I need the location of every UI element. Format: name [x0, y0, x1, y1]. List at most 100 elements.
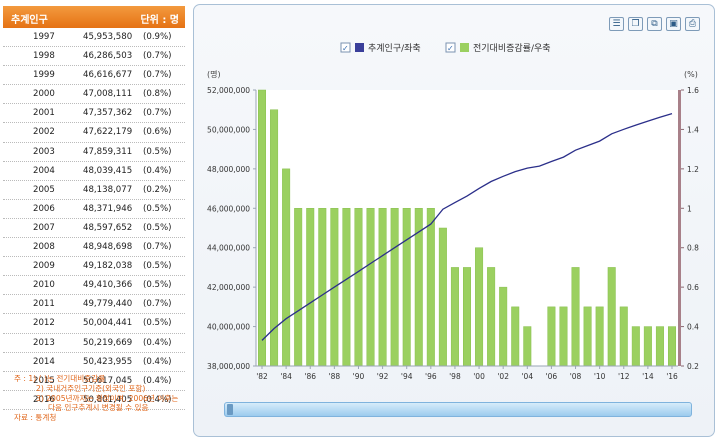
rate-cell: (0.4%) — [143, 165, 172, 176]
scroll-handle[interactable] — [227, 404, 233, 415]
bar-rate-1999 — [463, 267, 471, 367]
bar-rate-1990 — [354, 208, 363, 367]
chart-toolbar: ☰ ❐ ⧉ ▣ ⎙ — [609, 17, 700, 31]
y-right-tick-label: 0.2 — [687, 362, 699, 371]
year-cell: 2011 — [33, 299, 55, 310]
x-tick-label: '96 — [425, 372, 437, 381]
year-cell: 2010 — [33, 280, 55, 291]
rate-cell: (0.5%) — [143, 146, 172, 157]
bar-rate-2013 — [631, 326, 640, 367]
population-cell: 50,004,441 — [83, 318, 133, 329]
x-tick-label: '82 — [256, 372, 268, 381]
table-row: 2008 48,948,698 (0.7%) — [3, 238, 185, 258]
table-body: 1997 45,953,580 (0.9%) 1998 46,286,503 (0.7%)… — [3, 28, 185, 410]
bar-rate-1991 — [366, 208, 375, 367]
year-cell: 2000 — [33, 89, 55, 100]
table-row: 2012 50,004,441 (0.5%) — [3, 314, 185, 334]
x-tick-label: '84 — [280, 372, 292, 381]
bar-rate-2004 — [523, 326, 532, 367]
legend-label-rate: 전기대비증감률/우축 — [473, 42, 551, 54]
table-header: 추계인구 단위 : 명 — [3, 6, 185, 28]
rate-cell: (0.5%) — [143, 318, 172, 329]
population-cell: 47,008,111 — [83, 89, 133, 100]
x-tick-label: '94 — [401, 372, 413, 381]
table-row: 2016 50,801,405 (0.4%) — [3, 391, 185, 410]
bar-rate-1983 — [270, 109, 279, 367]
rate-cell: (0.5%) — [143, 222, 172, 233]
bar-rate-2003 — [511, 306, 520, 367]
population-cell: 46,286,503 — [83, 51, 133, 62]
table-row: 2010 49,410,366 (0.5%) — [3, 276, 185, 296]
year-cell: 2003 — [33, 146, 55, 157]
y-left-tick-label: 50,000,000 — [207, 125, 250, 134]
table-row: 2015 50,617,045 (0.4%) — [3, 372, 185, 391]
x-tick-label: '10 — [594, 372, 606, 381]
rate-cell: (0.7%) — [143, 299, 172, 310]
legend-checkbox-1 — [340, 42, 351, 53]
rate-cell: (0.4%) — [143, 394, 172, 405]
x-tick-label: '14 — [642, 372, 654, 381]
list-icon[interactable]: ☰ — [609, 17, 624, 31]
population-cell: 48,597,652 — [83, 222, 133, 233]
table-row: 2006 48,371,946 (0.5%) — [3, 200, 185, 219]
population-cell: 46,616,677 — [83, 70, 133, 81]
table-unit: 단위 : 명 — [140, 15, 179, 26]
year-cell: 2016 — [33, 394, 55, 405]
y-left-tick-label: 42,000,000 — [207, 283, 250, 292]
bar-rate-1993 — [390, 208, 399, 367]
rate-cell: (0.7%) — [143, 242, 172, 253]
chart-range-scrollbar[interactable] — [224, 402, 692, 417]
footnote-3: 3) 2005년까지는 확정이며, 2006년 이후는 — [36, 393, 179, 403]
y-right-tick-label: 1.2 — [687, 165, 699, 174]
bar-rate-1982 — [258, 89, 266, 367]
y-left-unit: (명) — [207, 69, 221, 79]
rate-cell: (0.7%) — [143, 51, 172, 62]
population-cell: 49,182,038 — [83, 261, 133, 272]
population-cell: 47,622,179 — [83, 127, 133, 138]
x-tick-label: '16 — [666, 372, 678, 381]
y-right-tick-label: 0.4 — [687, 323, 699, 332]
chart-panel: ☰ ❐ ⧉ ▣ ⎙ ✓ 추계인구/좌축 ✓ 전기대비증감률/우축 (명) (%) 38,00… — [193, 4, 715, 437]
year-cell: 2014 — [33, 356, 55, 367]
copy-data-icon[interactable]: ⧉ — [647, 17, 662, 31]
bar-rate-1994 — [402, 208, 411, 367]
line-population — [261, 112, 673, 341]
table-row: 2003 47,859,311 (0.5%) — [3, 143, 185, 162]
bar-rate-1992 — [378, 208, 387, 367]
rate-cell: (0.7%) — [143, 70, 172, 81]
year-cell: 2015 — [33, 375, 55, 386]
legend-swatch-population — [355, 43, 364, 52]
year-cell: 2007 — [33, 222, 55, 233]
bar-rate-1996 — [426, 208, 435, 367]
population-cell: 50,801,405 — [83, 394, 133, 405]
table-row: 2009 49,182,038 (0.5%) — [3, 257, 185, 277]
x-tick-label: '92 — [377, 372, 389, 381]
table-row: 2014 50,423,955 (0.4%) — [3, 353, 185, 372]
bar-rate-2009 — [583, 306, 592, 367]
table-row: 2007 48,597,652 (0.5%) — [3, 219, 185, 239]
bar-rate-1998 — [450, 267, 459, 367]
bar-rate-2006 — [547, 306, 556, 367]
print-icon[interactable]: ⎙ — [685, 17, 700, 31]
table-title: 추계인구 — [11, 15, 48, 26]
save-icon[interactable]: ▣ — [666, 17, 681, 31]
population-cell: 50,423,955 — [83, 356, 133, 367]
population-cell: 50,219,669 — [83, 337, 133, 348]
copy-icon[interactable]: ❐ — [628, 17, 643, 31]
y-left-tick-label: 38,000,000 — [207, 362, 250, 371]
population-cell: 48,371,946 — [83, 203, 133, 214]
year-cell: 2001 — [33, 108, 55, 119]
footnotes: 주 : 1) ( )는 전기대비증감률 2) 국내거주인구기준(외국인 포함) … — [14, 374, 178, 423]
year-cell: 2008 — [33, 242, 55, 253]
bar-rate-2016 — [668, 326, 676, 367]
x-tick-label: '02 — [497, 372, 509, 381]
rate-cell: (0.4%) — [143, 337, 172, 348]
year-cell: 1998 — [33, 51, 55, 62]
y-right-tick-label: 1.6 — [687, 86, 699, 95]
x-tick-label: '98 — [449, 372, 461, 381]
table-row: 1998 46,286,503 (0.7%) — [3, 47, 185, 67]
y-right-axis-band — [678, 90, 681, 366]
footnote-3-cont: 다음 인구추계시 변경될 수 있음 — [48, 403, 149, 413]
rate-cell: (0.5%) — [143, 280, 172, 291]
year-cell: 2005 — [33, 184, 55, 195]
